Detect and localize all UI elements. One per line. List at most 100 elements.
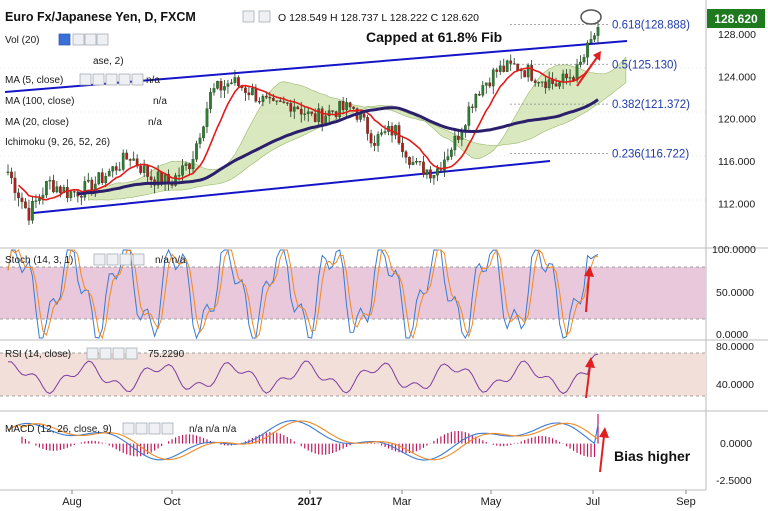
candle bbox=[31, 195, 34, 224]
ma5-value: n/a bbox=[146, 75, 160, 86]
candle bbox=[498, 60, 502, 76]
time-tick: Jul bbox=[586, 496, 600, 508]
ma20-label[interactable]: MA (20, close) bbox=[5, 117, 69, 128]
price-axis: 128.000 124.000 120.000 116.000 112.000 bbox=[718, 29, 756, 211]
candle bbox=[366, 114, 369, 141]
candle bbox=[72, 189, 76, 198]
candle bbox=[533, 78, 537, 87]
candle bbox=[202, 125, 205, 142]
rsi-line bbox=[8, 353, 599, 395]
price-tick: 120.000 bbox=[718, 114, 756, 126]
candle bbox=[13, 171, 17, 201]
candle bbox=[586, 40, 589, 66]
candle bbox=[79, 193, 83, 206]
candle bbox=[251, 83, 254, 96]
stoch-tick-0: 0.0000 bbox=[716, 329, 748, 341]
candle bbox=[24, 198, 27, 209]
candle bbox=[373, 135, 376, 152]
candle bbox=[380, 128, 383, 137]
candle bbox=[362, 112, 366, 121]
candle bbox=[195, 140, 198, 163]
candle bbox=[327, 104, 331, 122]
candle bbox=[216, 80, 219, 90]
rsi-label[interactable]: RSI (14, close) bbox=[5, 349, 71, 360]
stoch-values: n/a n/a bbox=[155, 255, 186, 266]
candle bbox=[467, 101, 471, 131]
candle bbox=[345, 98, 348, 118]
candle bbox=[306, 106, 310, 122]
ichimoku-off-label: ase, 2) bbox=[93, 56, 124, 67]
candle bbox=[111, 165, 115, 178]
candle bbox=[142, 159, 146, 177]
candle bbox=[397, 121, 401, 145]
candle bbox=[429, 165, 432, 183]
candle bbox=[512, 57, 516, 65]
time-tick: May bbox=[481, 496, 502, 508]
candle bbox=[261, 93, 265, 107]
candle bbox=[418, 161, 422, 166]
candle bbox=[352, 106, 355, 110]
ma5-label[interactable]: MA (5, close) bbox=[5, 75, 63, 86]
candle bbox=[470, 103, 474, 114]
candle bbox=[10, 167, 13, 184]
macd-tick-neg: -2.5000 bbox=[716, 475, 752, 487]
macd-label[interactable]: MACD (12, 26, close, 9) bbox=[5, 424, 112, 435]
candle bbox=[331, 110, 335, 114]
symbol-title[interactable]: Euro Fx/Japanese Yen, D, FXCM bbox=[5, 10, 196, 24]
candle bbox=[401, 136, 404, 158]
ma100-label[interactable]: MA (100, close) bbox=[5, 96, 74, 107]
candle bbox=[593, 32, 596, 43]
candle bbox=[415, 157, 418, 165]
fib-label: 0.236(116.722) bbox=[612, 148, 689, 160]
price-tick: 116.000 bbox=[718, 156, 755, 168]
candle bbox=[432, 174, 436, 185]
price-tick: 124.000 bbox=[718, 71, 756, 83]
candle bbox=[132, 151, 136, 161]
fib-levels: 0.618(128.888) 0.5(125.130) 0.382(121.372)… bbox=[510, 19, 690, 160]
candle bbox=[107, 168, 111, 177]
vol-label[interactable]: Vol (20) bbox=[5, 35, 39, 46]
candle bbox=[303, 106, 307, 121]
candle bbox=[554, 77, 558, 87]
rsi-value: 75.2290 bbox=[148, 349, 185, 360]
candle bbox=[338, 100, 342, 120]
candle bbox=[422, 155, 425, 178]
stoch-label[interactable]: Stoch (14, 3, 1) bbox=[5, 255, 73, 266]
candlesticks bbox=[6, 20, 600, 226]
candle bbox=[174, 172, 177, 187]
time-tick: Mar bbox=[393, 496, 412, 508]
candle bbox=[589, 31, 593, 44]
candle bbox=[289, 99, 293, 118]
macd-arrow bbox=[599, 435, 605, 473]
candle bbox=[244, 84, 247, 101]
candle bbox=[27, 199, 31, 226]
candle bbox=[530, 60, 534, 82]
candle bbox=[453, 128, 457, 156]
time-axis: Aug Oct 2017 Mar May Jul Sep bbox=[62, 490, 696, 508]
ichimoku-label[interactable]: Ichimoku (9, 26, 52, 26) bbox=[5, 137, 110, 148]
top-circle-marker bbox=[580, 9, 602, 25]
candle bbox=[526, 63, 530, 82]
candle bbox=[341, 97, 345, 115]
candle bbox=[477, 90, 481, 97]
rsi-tick-80: 80.0000 bbox=[716, 341, 754, 353]
ma5-line bbox=[17, 56, 599, 201]
candle bbox=[219, 78, 223, 99]
candle bbox=[125, 149, 129, 160]
candle bbox=[579, 55, 582, 68]
candle bbox=[52, 174, 55, 194]
capped-annotation: Capped at 61.8% Fib bbox=[366, 29, 502, 45]
candle bbox=[205, 101, 209, 134]
candle bbox=[191, 151, 195, 175]
ohlc-values: O 128.549 H 128.737 L 128.222 C 128.620 bbox=[278, 12, 479, 24]
candle bbox=[509, 54, 513, 71]
time-tick: Oct bbox=[163, 496, 180, 508]
candle bbox=[184, 161, 188, 171]
stoch-tick-100: 100.0000 bbox=[712, 244, 756, 256]
price-tick: 112.000 bbox=[718, 199, 755, 211]
candle bbox=[282, 96, 286, 104]
candle bbox=[523, 70, 527, 78]
candle bbox=[212, 83, 216, 96]
stoch-d-line bbox=[7, 248, 599, 340]
macd-tick-0: 0.0000 bbox=[720, 438, 752, 450]
